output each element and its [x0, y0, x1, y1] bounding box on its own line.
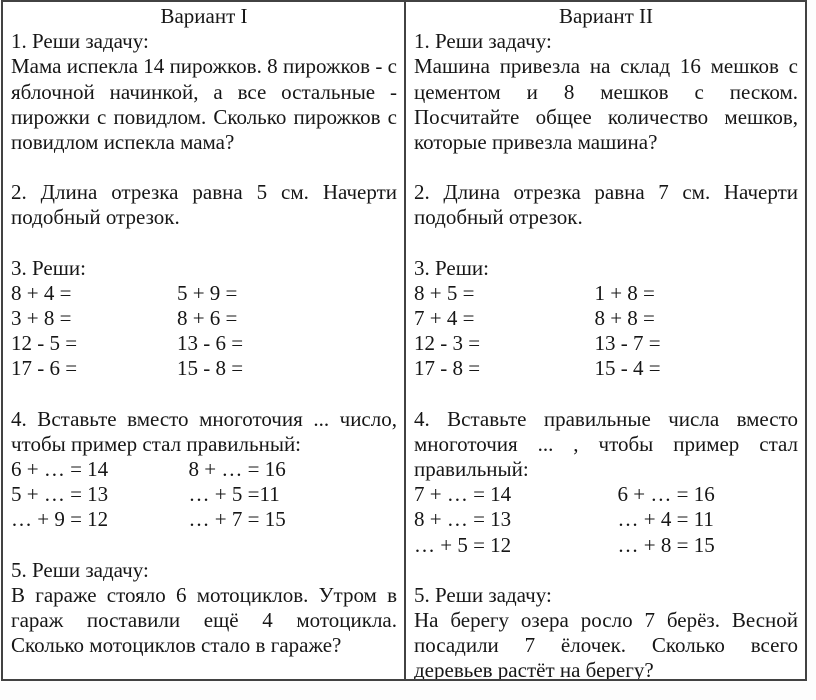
equation: 7 + 4 =: [414, 306, 475, 331]
equation: 8 + 5 =: [414, 280, 475, 305]
equation-row: 8 + 4 = 5 + 9 =: [11, 281, 397, 306]
equation-row: 12 - 5 = 13 - 6 =: [11, 331, 397, 356]
spacer: [11, 155, 397, 180]
variant2-cell: Вариант II 1. Реши задачу: Машина привез…: [404, 2, 805, 679]
spacer: [414, 155, 798, 180]
spacer: [414, 382, 798, 407]
equation-row: 8 + 5 = 1 + 8 =: [414, 281, 798, 306]
task5-heading: 5. Реши задачу:: [414, 582, 552, 607]
equation: … + 7 = 15: [188, 507, 286, 532]
task5-body: На берегу озера росло 7 берёз. Весной по…: [414, 608, 798, 679]
spacer: [414, 558, 798, 583]
spacer: [11, 382, 397, 407]
spacer: [11, 231, 397, 256]
equation-row: … + 9 = 12 … + 7 = 15: [11, 507, 397, 532]
variant2-task5: 5. Реши задачу: На берегу озера росло 7 …: [414, 583, 798, 679]
equation: … + 9 = 12: [11, 507, 109, 532]
variant1-task4: 4. Вставьте вместо многоточия ... число,…: [11, 407, 397, 533]
equation: … + 8 = 15: [617, 532, 715, 557]
equation-row: 7 + 4 = 8 + 8 =: [414, 306, 798, 331]
equation: 6 + … = 14: [11, 457, 109, 482]
spacer: [11, 533, 397, 558]
equation: … + 5 = 12: [414, 532, 512, 557]
equation: 8 + … = 16: [188, 457, 286, 482]
equation: 17 - 6 =: [11, 356, 78, 381]
task3-heading: 3. Реши:: [11, 255, 86, 280]
equation: 8 + 6 =: [176, 306, 238, 331]
equation: 5 + 9 =: [176, 280, 238, 305]
equation-row: 17 - 6 = 15 - 8 =: [11, 356, 397, 381]
variant1-task5: 5. Реши задачу: В гараже стояло 6 мотоци…: [11, 558, 397, 659]
equation-row: 12 - 3 = 13 - 7 =: [414, 331, 798, 356]
variant1-task3: 3. Реши: 8 + 4 = 5 + 9 = 3 + 8 = 8 + 6 =…: [11, 256, 397, 382]
task1-body: Машина привезла на склад 16 мешков с цем…: [414, 54, 798, 155]
equation: … + 5 =11: [188, 482, 280, 507]
worksheet-table: Вариант I 1. Реши задачу: Мама испекла 1…: [1, 0, 807, 681]
task4-heading: 4. Вставьте вместо многоточия ... число,…: [11, 406, 397, 456]
equation: 1 + 8 =: [594, 280, 655, 305]
equation: 12 - 5 =: [11, 331, 78, 356]
equation: 8 + … = 13: [414, 507, 512, 532]
variant1-task2: 2. Длина отрезка равна 5 см. Начерти под…: [11, 180, 397, 230]
variant2-task2: 2. Длина отрезка равна 7 см. Начерти под…: [414, 180, 798, 230]
task3-heading: 3. Реши:: [414, 255, 489, 280]
equation: 8 + 4 =: [11, 280, 72, 305]
equation-row: 17 - 8 = 15 - 4 =: [414, 356, 798, 381]
task1-body: Мама испекла 14 пирожков. 8 пирожков - с…: [11, 54, 397, 155]
equation-row: 3 + 8 = 8 + 6 =: [11, 306, 397, 331]
variant1-cell: Вариант I 1. Реши задачу: Мама испекла 1…: [3, 2, 404, 679]
equation: 15 - 8 =: [176, 356, 244, 381]
variant2-task1: 1. Реши задачу: Машина привезла на склад…: [414, 29, 798, 155]
equation: 7 + … = 14: [414, 482, 512, 507]
task2-body: 2. Длина отрезка равна 7 см. Начерти под…: [414, 180, 798, 230]
equation-row: 5 + … = 13 … + 5 =11: [11, 482, 397, 507]
equation: 3 + 8 =: [11, 306, 72, 331]
variant2-task3: 3. Реши: 8 + 5 = 1 + 8 = 7 + 4 = 8 + 8 =…: [414, 256, 798, 382]
equation: 13 - 7 =: [594, 331, 661, 356]
equation: 5 + … = 13: [11, 482, 109, 507]
task5-heading: 5. Реши задачу:: [11, 557, 149, 582]
equation: 8 + 8 =: [594, 306, 655, 331]
equation-row: 7 + … = 14 6 + … = 16: [414, 482, 798, 507]
variant1-title: Вариант I: [160, 4, 248, 28]
task1-heading: 1. Реши задачу:: [11, 29, 149, 54]
equation: … + 4 = 11: [617, 507, 714, 532]
equation: 17 - 8 =: [414, 356, 481, 381]
equation: 12 - 3 =: [414, 331, 481, 356]
variant2-task4: 4. Вставьте правильные числа вместо мног…: [414, 407, 798, 558]
equation-row: 6 + … = 14 8 + … = 16: [11, 457, 397, 482]
equation: 6 + … = 16: [617, 482, 715, 507]
equation: 13 - 6 =: [176, 331, 244, 356]
equation-row: 8 + … = 13 … + 4 = 11: [414, 507, 798, 532]
spacer: [414, 231, 798, 256]
task2-body: 2. Длина отрезка равна 5 см. Начерти под…: [11, 180, 397, 230]
variant1-task1: 1. Реши задачу: Мама испекла 14 пирожков…: [11, 29, 397, 155]
equation-row: … + 5 = 12 … + 8 = 15: [414, 533, 798, 558]
task5-body: В гараже стояло 6 мотоциклов. Утром в га…: [11, 582, 397, 658]
equation: 15 - 4 =: [594, 356, 661, 381]
variant2-title: Вариант II: [558, 4, 654, 28]
task4-heading: 4. Вставьте правильные числа вместо мног…: [414, 406, 798, 482]
task1-heading: 1. Реши задачу:: [414, 29, 552, 54]
